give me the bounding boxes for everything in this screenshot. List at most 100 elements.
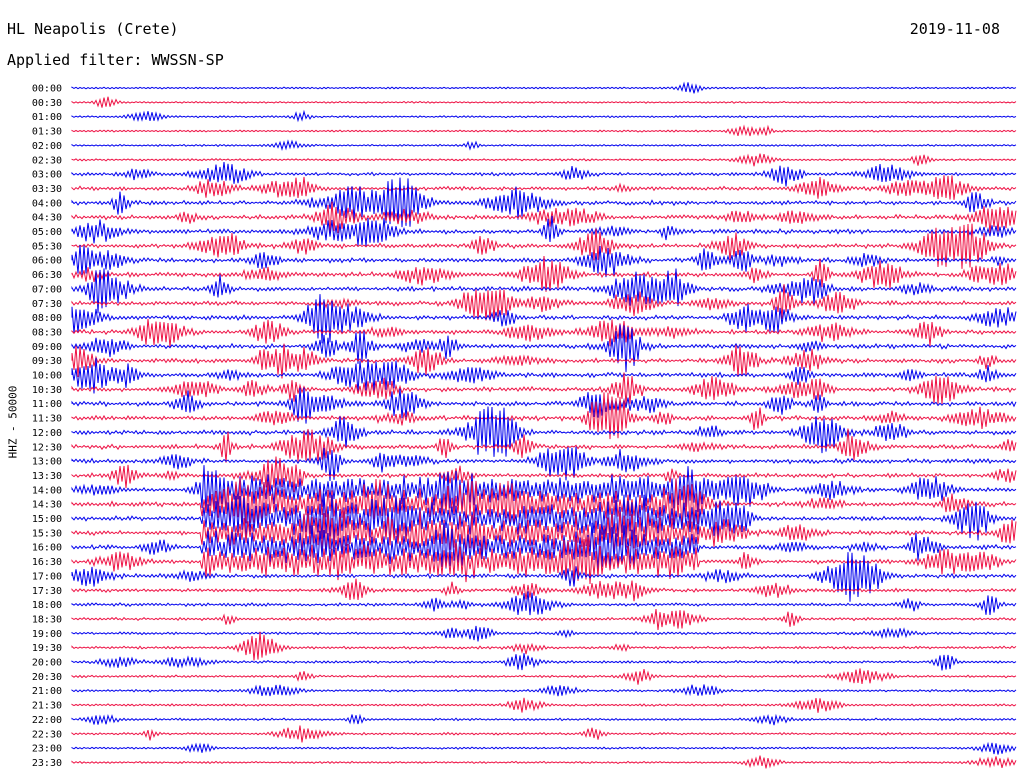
trace-row [71, 324, 1017, 373]
trace-row [71, 552, 1017, 602]
time-tick-label: 18:30 [32, 614, 62, 625]
time-tick-label: 07:30 [32, 299, 62, 310]
time-tick-label: 14:00 [32, 485, 62, 496]
time-tick-label: 05:30 [32, 241, 62, 252]
trace-row [71, 161, 1017, 187]
time-tick-label: 22:00 [32, 715, 62, 726]
time-tick-label: 23:00 [32, 744, 62, 755]
trace-row [71, 387, 1017, 424]
time-tick-label: 14:30 [32, 500, 62, 511]
trace-row [71, 653, 1017, 671]
trace-layer [71, 81, 1017, 769]
trace-row [71, 668, 1017, 685]
trace-row [71, 215, 1017, 247]
trace-row [71, 201, 1017, 234]
time-tick-label: 20:00 [32, 658, 62, 669]
time-tick-label: 17:30 [32, 586, 62, 597]
trace-row [71, 318, 1017, 348]
time-tick-label: 09:30 [32, 356, 62, 367]
time-tick-label: 07:00 [32, 284, 62, 295]
trace-row [71, 591, 1017, 616]
trace-row [71, 372, 1017, 405]
trace-row [71, 522, 1017, 571]
trace-row [71, 268, 1017, 314]
filter-label: Applied filter: WWSSN-SP [7, 51, 224, 69]
time-tick-label: 20:30 [32, 672, 62, 683]
station-title: HL Neapolis (Crete) [7, 20, 179, 38]
y-axis-label: HHZ - 50000 [6, 385, 20, 459]
trace-row [71, 741, 1017, 755]
time-tick-label: 01:00 [32, 112, 62, 123]
trace-row [71, 223, 1017, 269]
time-tick-label: 19:30 [32, 643, 62, 654]
trace-row [71, 456, 1017, 495]
time-tick-label: 17:00 [32, 571, 62, 582]
time-tick-label: 12:00 [32, 428, 62, 439]
time-tick-label: 16:30 [32, 557, 62, 568]
trace-row [71, 109, 1017, 123]
time-tick-label: 22:30 [32, 729, 62, 740]
trace-row [71, 625, 1017, 642]
trace-row [71, 578, 1017, 602]
time-tick-label: 08:00 [32, 313, 62, 324]
trace-row [71, 177, 1017, 228]
trace-row [71, 725, 1017, 743]
trace-row [71, 175, 1017, 200]
time-tick-label: 12:30 [32, 442, 62, 453]
trace-row [71, 493, 1017, 544]
trace-row [71, 478, 1017, 531]
trace-row [71, 465, 1017, 515]
date-label: 2019-11-08 [909, 20, 1000, 38]
trace-row [71, 684, 1017, 697]
time-tick-label: 16:00 [32, 543, 62, 554]
time-tick-label: 21:00 [32, 686, 62, 697]
time-tick-label: 10:00 [32, 371, 62, 382]
time-tick-label: 02:00 [32, 141, 62, 152]
time-tick-label: 23:30 [32, 758, 62, 769]
trace-row [71, 284, 1017, 321]
time-label-layer: 00:00 00:30 01:00 01:30 02:00 02:30 03:00 03:30… [32, 84, 62, 769]
time-tick-label: 15:00 [32, 514, 62, 525]
time-tick-label: 08:30 [32, 327, 62, 338]
trace-row [71, 244, 1017, 278]
time-tick-label: 00:00 [32, 84, 62, 95]
time-tick-label: 13:30 [32, 471, 62, 482]
trace-row [71, 631, 1017, 661]
time-tick-label: 06:00 [32, 256, 62, 267]
time-tick-label: 03:00 [32, 170, 62, 181]
time-tick-label: 03:30 [32, 184, 62, 195]
time-tick-label: 04:30 [32, 213, 62, 224]
time-tick-label: 00:30 [32, 98, 62, 109]
time-tick-label: 09:00 [32, 342, 62, 353]
trace-row [71, 697, 1017, 713]
trace-row [71, 537, 1017, 585]
time-tick-label: 04:00 [32, 198, 62, 209]
trace-row [71, 294, 1017, 344]
trace-row [71, 124, 1017, 137]
time-tick-label: 01:30 [32, 127, 62, 138]
trace-row [71, 609, 1017, 631]
trace-row [71, 96, 1017, 108]
time-tick-label: 06:30 [32, 270, 62, 281]
time-tick-label: 15:30 [32, 528, 62, 539]
time-tick-label: 05:00 [32, 227, 62, 238]
trace-row [71, 713, 1017, 726]
time-tick-label: 19:00 [32, 629, 62, 640]
time-tick-label: 11:00 [32, 399, 62, 410]
time-tick-label: 18:00 [32, 600, 62, 611]
trace-row [71, 357, 1017, 394]
time-tick-label: 11:30 [32, 414, 62, 425]
trace-row [71, 446, 1017, 482]
trace-row [71, 153, 1017, 167]
trace-row [71, 343, 1017, 379]
trace-row [71, 139, 1017, 152]
trace-row [71, 255, 1017, 292]
time-tick-label: 02:30 [32, 155, 62, 166]
trace-row [71, 755, 1017, 769]
trace-row [71, 428, 1017, 463]
time-tick-label: 13:00 [32, 457, 62, 468]
trace-row [71, 509, 1017, 558]
trace-row [71, 81, 1017, 94]
time-tick-label: 10:30 [32, 385, 62, 396]
time-tick-label: 21:30 [32, 701, 62, 712]
